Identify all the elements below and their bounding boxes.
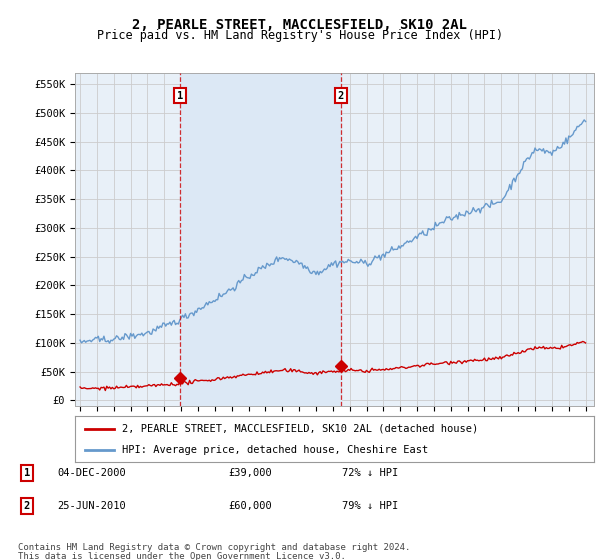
Text: Contains HM Land Registry data © Crown copyright and database right 2024.: Contains HM Land Registry data © Crown c… bbox=[18, 543, 410, 552]
Text: 1: 1 bbox=[24, 468, 30, 478]
Text: This data is licensed under the Open Government Licence v3.0.: This data is licensed under the Open Gov… bbox=[18, 552, 346, 560]
Text: £39,000: £39,000 bbox=[228, 468, 272, 478]
Text: £60,000: £60,000 bbox=[228, 501, 272, 511]
Text: 2, PEARLE STREET, MACCLESFIELD, SK10 2AL (detached house): 2, PEARLE STREET, MACCLESFIELD, SK10 2AL… bbox=[122, 424, 478, 434]
Text: 79% ↓ HPI: 79% ↓ HPI bbox=[342, 501, 398, 511]
Text: 25-JUN-2010: 25-JUN-2010 bbox=[57, 501, 126, 511]
Text: Price paid vs. HM Land Registry's House Price Index (HPI): Price paid vs. HM Land Registry's House … bbox=[97, 29, 503, 42]
Text: 72% ↓ HPI: 72% ↓ HPI bbox=[342, 468, 398, 478]
Text: 1: 1 bbox=[176, 91, 183, 101]
Text: HPI: Average price, detached house, Cheshire East: HPI: Average price, detached house, Ches… bbox=[122, 445, 428, 455]
Bar bbox=[180, 73, 341, 406]
Text: 2, PEARLE STREET, MACCLESFIELD, SK10 2AL: 2, PEARLE STREET, MACCLESFIELD, SK10 2AL bbox=[133, 18, 467, 32]
Text: 2: 2 bbox=[338, 91, 344, 101]
Text: 04-DEC-2000: 04-DEC-2000 bbox=[57, 468, 126, 478]
Text: 2: 2 bbox=[24, 501, 30, 511]
